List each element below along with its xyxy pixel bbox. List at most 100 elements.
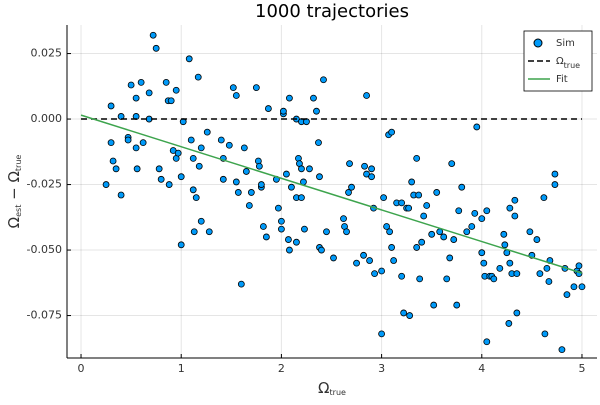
point [162,78,170,86]
point [219,175,227,183]
point [551,170,559,178]
point [285,236,292,243]
point [107,139,115,147]
point [229,84,237,92]
legend-marker [533,38,543,48]
point [533,236,541,243]
point [446,254,454,262]
point [149,31,157,39]
point [413,154,421,162]
point [361,162,368,170]
point [368,173,375,181]
point [320,76,327,84]
point [315,139,322,147]
point [463,228,471,236]
point [543,264,551,272]
point [301,225,308,233]
point [232,178,240,186]
point [298,165,305,173]
point [288,183,295,191]
y-axis-label-sub: true [14,155,23,171]
point [430,301,438,309]
point [453,301,461,309]
point [232,92,240,99]
x-tick-label: 1 [178,362,185,375]
y-axis-label-sub: est [14,205,23,217]
point [237,280,245,288]
point [360,251,367,259]
point [194,73,202,81]
point [316,173,323,181]
point [190,228,198,236]
point [418,238,426,246]
point [174,149,182,157]
point [406,312,414,319]
point [286,246,293,254]
point [380,194,387,202]
x-tick-label: 2 [278,362,285,375]
point [506,204,514,212]
legend-label: Sim [556,38,575,49]
point [137,78,145,86]
point [107,102,115,110]
point [363,92,370,99]
point [346,160,353,167]
point [318,246,325,254]
point [225,141,233,149]
point [415,191,423,199]
point [551,181,559,188]
point [112,165,120,173]
point [306,165,313,173]
point [323,228,330,236]
point [132,94,140,102]
point [440,233,448,241]
point [563,291,571,298]
point [192,194,200,202]
x-tick-label: 0 [78,362,85,375]
point [264,105,272,112]
y-axis-label: Ωest − Ωtrue [5,155,24,229]
point [280,107,287,115]
point [501,241,509,249]
point [388,128,396,136]
y-tick-label: -0.050 [27,243,62,256]
point [536,270,544,278]
point [558,346,566,354]
point [511,212,519,220]
chart-title: 1000 trajectories [255,1,409,22]
point [413,244,421,251]
point [478,249,486,257]
point [189,186,197,194]
legend-label: Fit [556,74,568,85]
point [145,89,153,97]
point [102,181,110,188]
point [416,275,424,283]
point [398,199,406,207]
point [348,183,355,191]
legend-label-part: Sim [556,38,575,49]
line [80,114,583,274]
point [185,55,193,63]
point [257,181,265,188]
legend-label-part: Fit [556,74,568,85]
point [398,272,406,280]
point [127,81,135,89]
point [448,160,456,167]
y-tick-label: 0.000 [31,112,63,125]
point [388,244,396,251]
point [109,157,117,165]
point [368,165,375,173]
point [330,254,337,262]
y-axis-label-part: − Ω [5,171,23,205]
point [473,123,481,131]
x-tick-label: 5 [578,362,585,375]
point [247,189,255,196]
point [157,175,165,183]
point [152,44,160,52]
point [278,217,285,225]
point [578,283,586,291]
point [490,275,498,283]
point [117,191,125,199]
x-tick-label: 3 [378,362,385,375]
point [203,128,211,136]
